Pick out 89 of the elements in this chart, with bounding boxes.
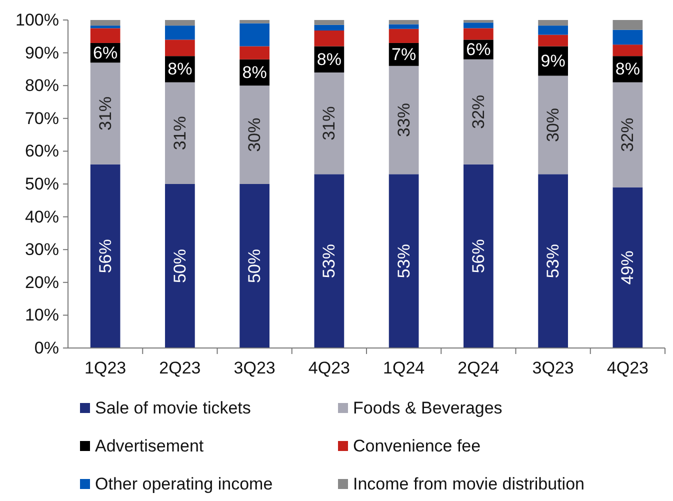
data-label: 6% [93, 43, 118, 62]
bar [464, 59, 494, 164]
data-label: 53% [544, 244, 563, 278]
data-label: 9% [540, 52, 566, 70]
y-tick-label: 0% [34, 338, 59, 358]
data-label: 31% [320, 106, 339, 140]
data-label: 53% [320, 244, 339, 278]
bar [314, 20, 344, 25]
y-tick-label: 10% [24, 306, 59, 325]
bar [538, 20, 568, 26]
bar [90, 28, 120, 43]
data-label: 49% [618, 250, 638, 285]
y-tick-label: 50% [24, 174, 59, 194]
x-tick-label: 4Q23 [606, 358, 648, 378]
y-tick-label: 90% [24, 43, 59, 62]
bar [538, 76, 568, 174]
bar [165, 20, 195, 26]
legend-label: Income from movie distribution [353, 474, 584, 494]
data-label: 56% [96, 239, 115, 274]
bar [388, 66, 419, 174]
bar [90, 164, 120, 348]
bar [314, 72, 344, 174]
data-label: 7% [392, 44, 416, 64]
legend-label: Other operating income [95, 474, 273, 494]
y-tick-label: 70% [24, 108, 59, 128]
data-label: 53% [394, 244, 414, 278]
bar [240, 46, 270, 60]
bar [240, 184, 270, 348]
bar [165, 40, 195, 56]
data-label: 31% [96, 96, 115, 130]
bar [612, 20, 643, 30]
data-label: 8% [242, 62, 267, 82]
bar [464, 28, 494, 40]
bar [538, 26, 568, 35]
data-label: 8% [168, 60, 192, 79]
data-label: 6% [466, 40, 491, 60]
x-tick-label: 2Q24 [458, 358, 500, 378]
y-tick-label: 20% [24, 272, 59, 292]
x-tick-label: 3Q23 [234, 358, 276, 378]
data-label: 32% [468, 94, 488, 129]
bar [464, 20, 494, 23]
bar [165, 184, 195, 348]
legend-label: Advertisement [95, 436, 204, 456]
bar [612, 187, 643, 348]
bar [165, 82, 195, 184]
bar [90, 20, 120, 26]
bar [388, 174, 419, 348]
bar [612, 82, 643, 188]
bar [388, 24, 419, 29]
data-label: 56% [468, 239, 488, 274]
bar [240, 23, 270, 46]
bar [464, 164, 494, 348]
bar [90, 26, 120, 28]
x-tick-label: 4Q23 [308, 358, 350, 378]
data-label: 50% [170, 248, 190, 284]
data-label: 31% [170, 116, 190, 150]
data-label: 30% [544, 108, 563, 142]
bar [612, 30, 643, 45]
bar [314, 24, 344, 30]
bar [538, 174, 568, 348]
x-tick-label: 3Q23 [532, 358, 574, 378]
x-tick-label: 1Q23 [84, 358, 126, 378]
y-tick-label: 80% [24, 76, 59, 96]
bar [538, 34, 568, 46]
bar [464, 22, 494, 28]
data-label: 8% [316, 50, 342, 69]
legend-label: Foods & Beverages [353, 398, 502, 418]
bar [240, 20, 270, 24]
bar [388, 28, 419, 43]
legend-label: Convenience fee [353, 436, 481, 456]
x-tick-label: 2Q23 [159, 358, 201, 378]
bar [240, 86, 270, 184]
bar [165, 26, 195, 40]
bar [314, 174, 344, 348]
bar [90, 62, 120, 164]
data-label: 33% [394, 103, 414, 138]
y-tick-label: 30% [24, 240, 59, 260]
data-label: 50% [245, 248, 264, 284]
y-tick-label: 40% [24, 207, 59, 226]
data-label: 32% [618, 118, 638, 152]
bar [388, 20, 419, 24]
data-label: 8% [615, 60, 640, 79]
x-tick-label: 1Q24 [383, 358, 425, 378]
y-tick-label: 60% [24, 142, 59, 161]
legend-label: Sale of movie tickets [95, 398, 251, 418]
bar [314, 30, 344, 46]
y-tick-label: 100% [16, 10, 59, 30]
data-label: 30% [245, 118, 264, 152]
bar [612, 44, 643, 56]
